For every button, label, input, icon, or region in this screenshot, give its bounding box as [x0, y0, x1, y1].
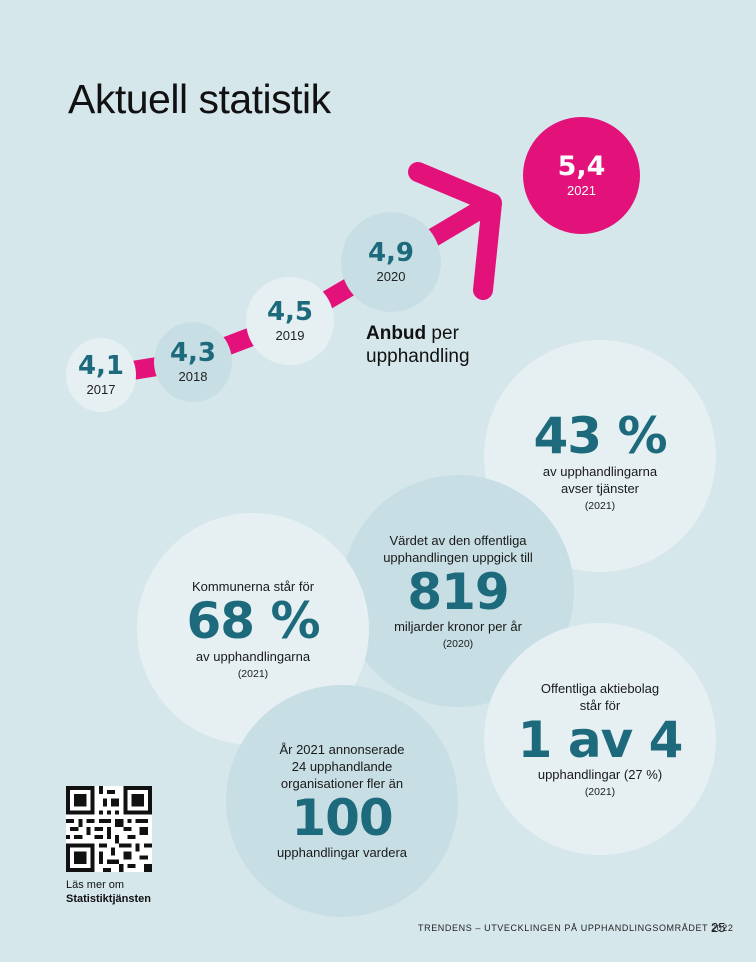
stat-companies-year: (2021)	[584, 786, 616, 799]
bids-label-bold: Anbud	[366, 323, 427, 344]
bids-2018-value: 4,3	[169, 338, 217, 368]
stat-advertisers-post: upphandlingar vardera	[276, 845, 408, 861]
stat-value-post: miljarder kronor per år	[394, 619, 522, 635]
bids-2020-year: 2020	[376, 269, 406, 284]
stat-advertisers-pre3: organisationer fler än	[280, 775, 404, 791]
stat-municipal-post: av upphandlingarna	[195, 648, 311, 664]
bids-label-rest: per	[426, 323, 459, 344]
stat-services-line2: avser tjänster	[560, 480, 640, 496]
stat-companies-big: 1 av 4	[517, 710, 684, 769]
stat-value-year: (2020)	[442, 638, 474, 651]
page-title: Aktuell statistik	[68, 76, 331, 122]
qr-label-line1: Läs mer om	[66, 879, 125, 891]
bids-2017-year: 2017	[86, 382, 116, 397]
stat-services-big: 43 %	[533, 407, 667, 466]
bids-2019-circle: 4,5 2019	[246, 277, 334, 365]
qr-label-link[interactable]: Statistiktjänsten	[66, 893, 151, 905]
stat-value-big: 819	[407, 562, 509, 621]
stat-municipal-year: (2021)	[237, 667, 269, 680]
bids-2020-value: 4,9	[367, 238, 415, 268]
stat-advertisers-big: 100	[291, 788, 393, 847]
bids-2021-value: 5,4	[557, 151, 606, 182]
bids-2017-circle: 4,1 2017	[66, 338, 136, 412]
bids-label: Anbud per upphandling	[366, 322, 470, 368]
stat-municipal-big: 68 %	[186, 592, 320, 651]
bids-2018-year: 2018	[178, 369, 208, 384]
stat-municipal-pre: Kommunerna står för	[191, 579, 315, 595]
bids-label-line2: upphandling	[366, 346, 470, 367]
stat-advertisers-pre1: År 2021 annonserade	[279, 741, 405, 757]
stat-services-circle: 43 % av upphandlingarna avser tjänster (…	[484, 340, 716, 572]
bids-2021-circle: 5,4 2021	[523, 117, 640, 234]
bids-2021-year: 2021	[567, 183, 596, 198]
stat-advertisers-circle: År 2021 annonserade 24 upphandlande orga…	[226, 685, 458, 917]
bids-2017-value: 4,1	[77, 351, 125, 381]
stat-companies-pre1: Offentliga aktiebolag	[540, 680, 660, 696]
page-number: 25	[711, 920, 726, 935]
qr-code-icon[interactable]	[66, 786, 152, 872]
stat-companies-pre2: står för	[579, 697, 621, 713]
stat-value-pre1: Värdet av den offentliga	[389, 532, 527, 548]
bids-2020-circle: 4,9 2020	[341, 212, 441, 312]
bids-2019-value: 4,5	[266, 297, 314, 327]
stat-value-pre2: upphandlingen uppgick till	[383, 549, 533, 565]
stat-companies-post: upphandlingar (27 %)	[537, 767, 663, 783]
bids-2018-circle: 4,3 2018	[154, 322, 232, 402]
stat-services-line1: av upphandlingarna	[542, 463, 658, 479]
bids-2019-year: 2019	[275, 328, 305, 343]
page-footer: TRENDENS – UTVECKLINGEN PÅ UPPHANDLINGSO…	[418, 923, 734, 933]
stat-services-year: (2021)	[584, 499, 616, 512]
stat-companies-circle: Offentliga aktiebolag står för 1 av 4 up…	[484, 623, 716, 855]
qr-label: Läs mer om Statistiktjänsten	[66, 878, 151, 906]
stat-advertisers-pre2: 24 upphandlande	[291, 758, 393, 774]
